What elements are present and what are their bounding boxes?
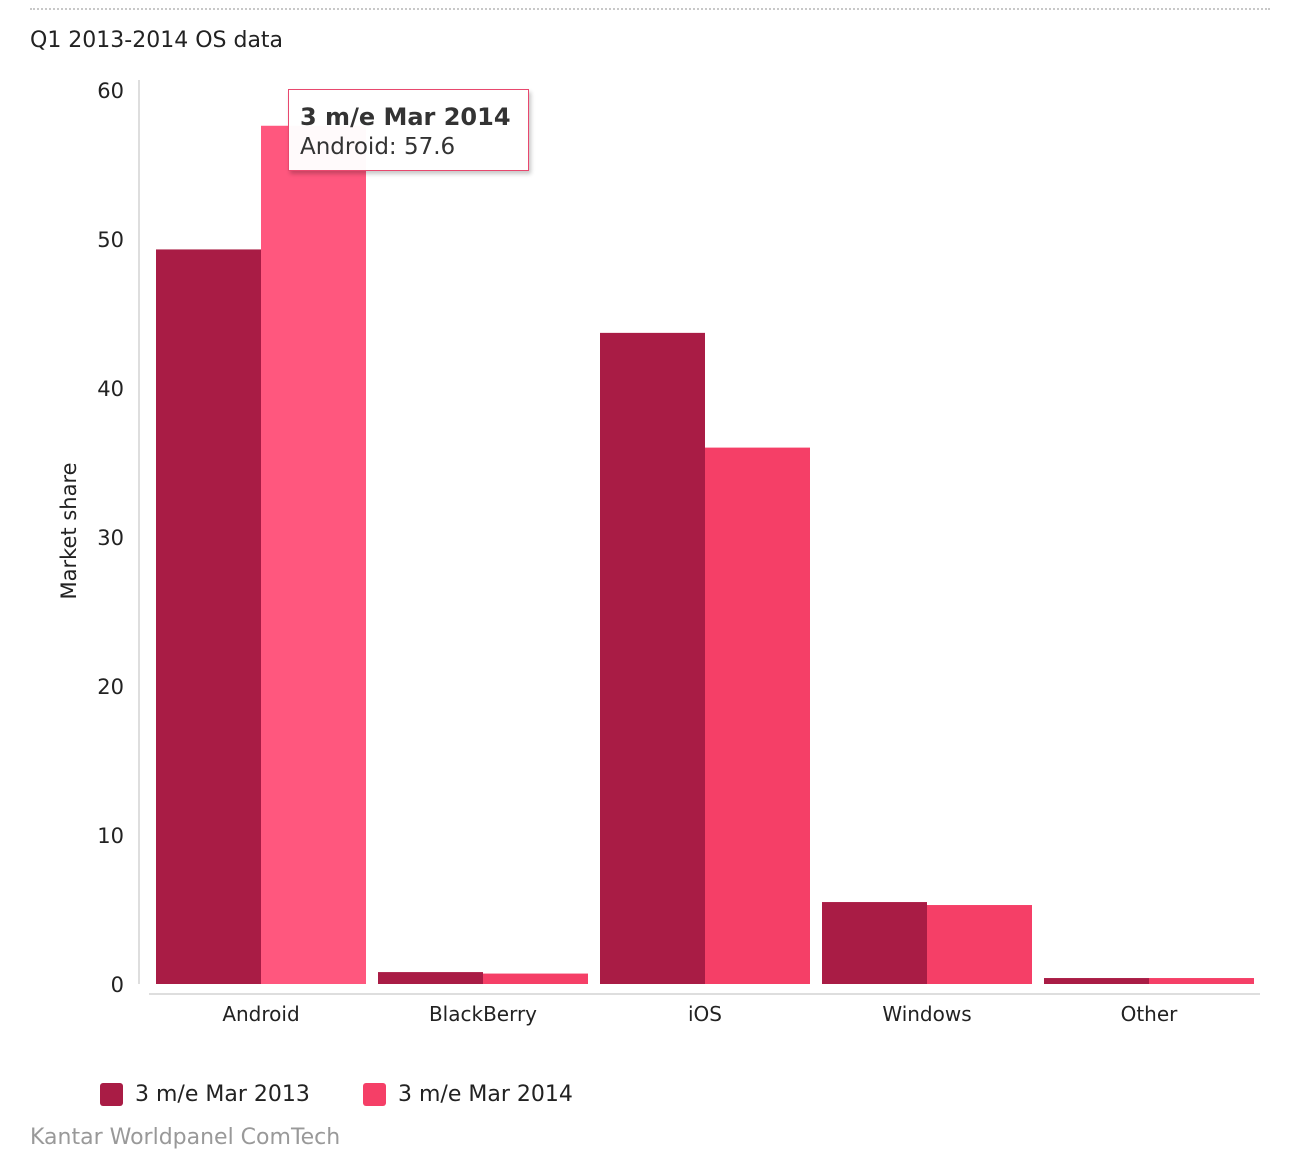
- bar-windows-2014[interactable]: [927, 905, 1032, 984]
- y-tick-label: 50: [97, 228, 124, 252]
- x-tick-label: Other: [1121, 1002, 1179, 1026]
- bar-ios-2013[interactable]: [600, 332, 705, 984]
- legend-swatch-2014: [363, 1082, 386, 1106]
- bar-other-2014[interactable]: [1149, 978, 1254, 984]
- bar-windows-2013[interactable]: [822, 902, 927, 984]
- x-tick-label: iOS: [688, 1002, 722, 1026]
- legend-label-2014: 3 m/e Mar 2014: [398, 1081, 573, 1107]
- source-credit: Kantar Worldpanel ComTech: [30, 1125, 341, 1150]
- chart-title: Q1 2013-2014 OS data: [30, 28, 284, 53]
- y-tick-label: 60: [97, 79, 124, 103]
- y-tick-label: 30: [97, 526, 124, 550]
- data-tooltip: 3 m/e Mar 2014 Android: 57.6: [288, 89, 529, 171]
- x-tick-label: Windows: [882, 1002, 971, 1026]
- legend-label-2013: 3 m/e Mar 2013: [135, 1081, 310, 1107]
- bar-blackberry-2014[interactable]: [483, 973, 588, 984]
- bar-ios-2014[interactable]: [705, 447, 810, 985]
- y-tick-label: 10: [97, 824, 124, 848]
- bar-blackberry-2013[interactable]: [378, 972, 483, 984]
- bar-android-2014[interactable]: [261, 125, 366, 984]
- legend-item-2013[interactable]: 3 m/e Mar 2013: [100, 1078, 310, 1110]
- tooltip-title: 3 m/e Mar 2014: [300, 103, 511, 131]
- x-tick-label: Android: [222, 1002, 299, 1026]
- y-tick-label: 40: [97, 377, 124, 401]
- tooltip-value: Android: 57.6: [300, 134, 456, 160]
- bar-other-2013[interactable]: [1044, 978, 1149, 984]
- legend-item-2014[interactable]: 3 m/e Mar 2014: [363, 1078, 573, 1110]
- top-divider: [30, 8, 1270, 10]
- y-tick-label: 0: [111, 973, 124, 997]
- legend-swatch-2013: [100, 1082, 123, 1106]
- y-axis-title: Market share: [57, 462, 81, 599]
- x-tick-label: BlackBerry: [429, 1002, 537, 1026]
- y-tick-label: 20: [97, 675, 124, 699]
- bar-android-2013[interactable]: [156, 249, 261, 984]
